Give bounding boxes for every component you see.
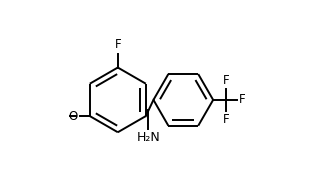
Text: F: F <box>115 38 121 51</box>
Text: F: F <box>239 93 246 106</box>
Text: F: F <box>223 113 230 126</box>
Text: H₂N: H₂N <box>137 131 160 144</box>
Text: O: O <box>69 110 78 123</box>
Text: F: F <box>223 74 230 87</box>
